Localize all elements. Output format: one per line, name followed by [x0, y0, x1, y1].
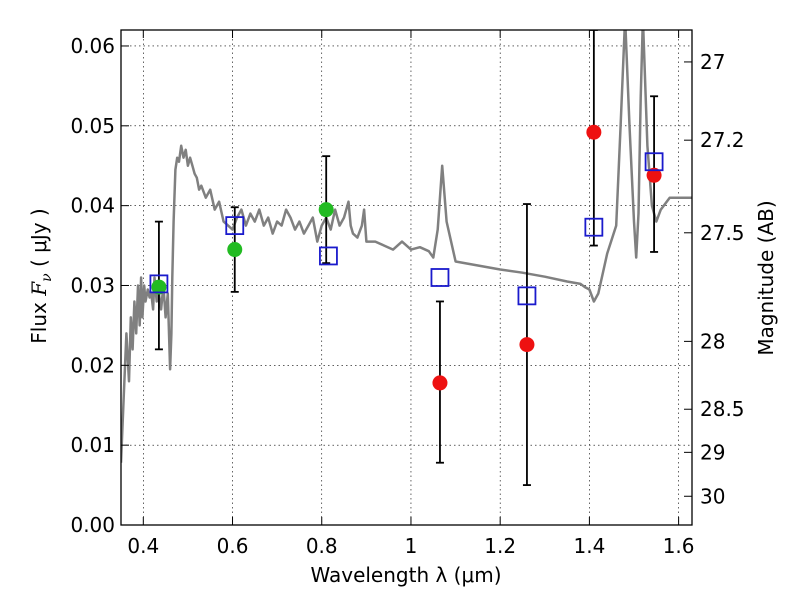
x-axis-label: Wavelength λ (μm)	[310, 563, 501, 587]
model-square	[584, 217, 604, 237]
y-tick-label: 0.05	[70, 114, 115, 138]
model-square	[644, 152, 664, 172]
y-tick-label: 0.00	[70, 513, 115, 537]
y-tick-label: 0.01	[70, 433, 115, 457]
right-tick-label: 28.5	[700, 397, 745, 421]
model-square	[225, 216, 245, 236]
y-label-prefix: Flux	[27, 296, 51, 344]
right-tick-label: 27.2	[700, 128, 745, 152]
green-point	[227, 242, 243, 258]
model-square	[517, 286, 537, 306]
red-point	[646, 167, 662, 183]
right-tick-label: 28	[700, 329, 725, 353]
y-tick-label: 0.06	[70, 34, 115, 58]
y-tick-label: 0.03	[70, 273, 115, 297]
error-bars	[154, 30, 659, 486]
x-tick-label: 0.6	[217, 534, 249, 558]
plot-frame	[120, 29, 693, 526]
model-square	[319, 246, 338, 266]
x-tick-label: 1.2	[484, 534, 516, 558]
y-axis-label-right: Magnitude (AB)	[754, 200, 778, 355]
y-axis-label-left: Flux Fν ( μJy )	[27, 208, 55, 343]
red-point	[432, 375, 448, 391]
right-tick-label: 29	[700, 440, 725, 464]
right-tick-label: 30	[700, 484, 725, 508]
x-tick-label: 1.4	[573, 534, 605, 558]
right-tick-label: 27.5	[700, 221, 745, 245]
model-square	[430, 268, 450, 287]
x-tick-label: 1.6	[663, 534, 695, 558]
right-tick-label: 27	[700, 50, 725, 74]
x-tick-label: 1	[405, 534, 418, 558]
axis-ticks: 0.4 0.6 0.8 1 1.2 1.4 1.6 0.00 0.01 0.02 0.03 0.04 0…	[70, 30, 745, 558]
y-label-unit: ( μJy )	[27, 208, 51, 273]
x-tick-label: 0.8	[306, 534, 338, 558]
y-label-symbol: F	[27, 281, 51, 297]
model-square	[149, 274, 169, 294]
y-tick-label: 0.04	[70, 194, 115, 218]
red-point	[586, 124, 602, 140]
data-points	[149, 124, 664, 391]
y-tick-label: 0.02	[70, 353, 115, 377]
sed-layer	[121, 30, 692, 463]
green-point	[318, 202, 334, 218]
y-label-subscript: ν	[39, 273, 55, 282]
red-point	[519, 337, 535, 353]
sed-curve	[121, 30, 692, 463]
grid	[121, 30, 692, 526]
x-tick-label: 0.4	[127, 534, 159, 558]
green-point	[151, 279, 167, 295]
